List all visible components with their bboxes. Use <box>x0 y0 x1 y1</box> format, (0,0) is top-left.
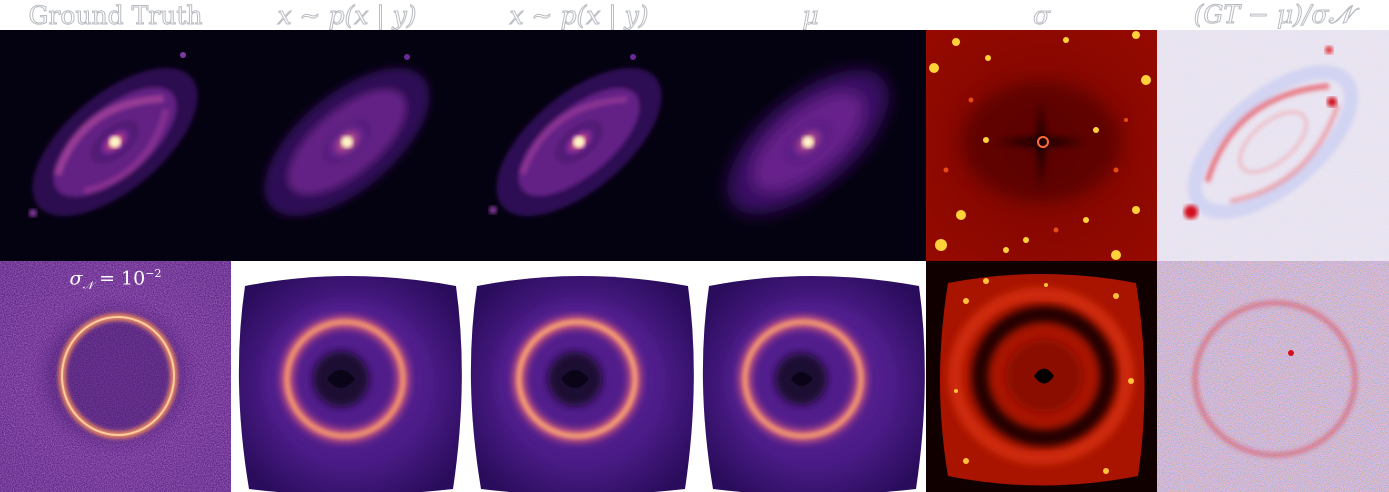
sample1-galaxy-image <box>231 30 463 261</box>
sample2-lens-image <box>463 261 695 492</box>
gt-lens-image: σ𝒩 = 10−2 <box>0 261 231 492</box>
mean-lens-image <box>695 261 926 492</box>
header-posterior-sample-2: x ∼ p(x | y) <box>509 0 649 30</box>
header-std: σ <box>1032 0 1051 30</box>
std-lens-image <box>926 261 1157 492</box>
header-posterior-sample-1: x ∼ p(x | y) <box>277 0 417 30</box>
sample1-lens-image <box>231 261 463 492</box>
header-residual: (GT − μ)/σ𝒩 <box>1193 0 1353 30</box>
residual-galaxy-image <box>1157 30 1389 261</box>
residual-lens-image <box>1157 261 1389 492</box>
std-galaxy-image <box>926 30 1157 261</box>
header-mean: μ <box>802 0 819 30</box>
header-ground-truth: Ground Truth <box>28 0 203 30</box>
noise-level-label: σ𝒩 = 10−2 <box>69 267 162 293</box>
mean-galaxy-image <box>695 30 926 261</box>
sample2-galaxy-image <box>463 30 695 261</box>
gt-galaxy-image <box>0 30 231 261</box>
